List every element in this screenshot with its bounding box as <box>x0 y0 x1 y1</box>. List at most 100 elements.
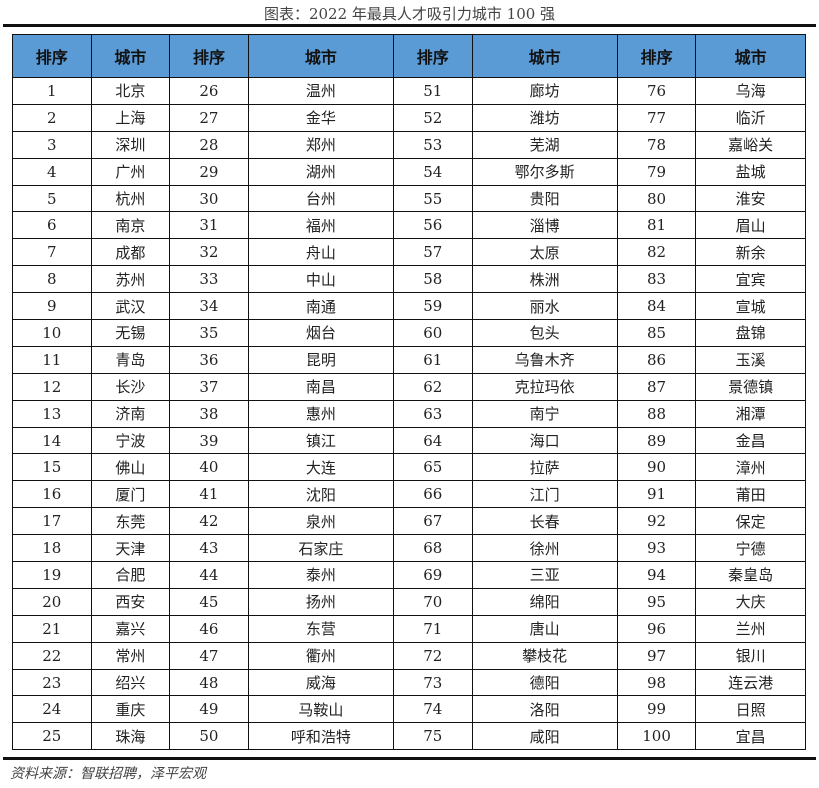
rank-cell: 87 <box>616 372 697 401</box>
rank-cell: 26 <box>169 77 249 105</box>
rank-cell: 58 <box>392 265 473 294</box>
rank-cell: 14 <box>12 426 92 455</box>
city-cell: 金昌 <box>695 426 806 455</box>
table-row: 18 天津 43 石家庄 68 徐州 93 宁德 <box>12 534 806 563</box>
table-title: 图表：2022 年最具人才吸引力城市 100 强 <box>263 5 556 23</box>
rank-cell: 89 <box>616 426 697 455</box>
rank-cell: 63 <box>392 399 473 428</box>
rank-cell: 61 <box>392 345 473 374</box>
rank-cell: 93 <box>616 534 697 563</box>
table-row: 7 成都 32 舟山 57 太原 82 新余 <box>12 238 806 267</box>
city-cell: 常州 <box>90 641 171 670</box>
rank-cell: 9 <box>12 292 92 321</box>
city-cell: 杭州 <box>90 184 171 213</box>
city-cell: 郑州 <box>247 130 394 159</box>
rank-cell: 54 <box>392 157 473 186</box>
city-cell: 洛阳 <box>471 695 618 724</box>
rank-cell: 76 <box>616 77 697 105</box>
city-cell: 昆明 <box>247 345 394 374</box>
city-cell: 丽水 <box>471 292 618 321</box>
rank-cell: 21 <box>12 614 92 643</box>
rank-cell: 53 <box>392 130 473 159</box>
rank-cell: 4 <box>12 157 92 186</box>
city-cell: 成都 <box>90 238 171 267</box>
city-cell: 福州 <box>247 211 394 240</box>
rank-cell: 33 <box>169 265 249 294</box>
city-cell: 威海 <box>247 668 394 697</box>
city-cell: 台州 <box>247 184 394 213</box>
rank-cell: 98 <box>616 668 697 697</box>
city-cell: 贵阳 <box>471 184 618 213</box>
city-cell: 青岛 <box>90 345 171 374</box>
rank-cell: 81 <box>616 211 697 240</box>
city-cell: 长春 <box>471 507 618 536</box>
rank-cell: 49 <box>169 695 249 724</box>
rank-cell: 45 <box>169 587 249 616</box>
city-cell: 兰州 <box>695 614 806 643</box>
city-cell: 嘉峪关 <box>695 130 806 159</box>
city-cell: 石家庄 <box>247 534 394 563</box>
rank-cell: 39 <box>169 426 249 455</box>
table-row: 10 无锡 35 烟台 60 包头 85 盘锦 <box>12 319 806 347</box>
rank-cell: 28 <box>169 130 249 159</box>
city-cell: 绵阳 <box>471 587 618 616</box>
rank-cell: 13 <box>12 399 92 428</box>
rank-cell: 36 <box>169 345 249 374</box>
city-cell: 惠州 <box>247 399 394 428</box>
city-cell: 乌鲁木齐 <box>471 345 618 374</box>
city-cell: 金华 <box>247 103 394 132</box>
rank-cell: 18 <box>12 534 92 563</box>
city-cell: 宜宾 <box>695 265 806 294</box>
city-cell: 潍坊 <box>471 103 618 132</box>
city-cell: 太原 <box>471 238 618 267</box>
table-row: 19 合肥 44 泰州 69 三亚 94 秦皇岛 <box>12 561 806 589</box>
table-row: 12 长沙 37 南昌 62 克拉玛依 87 景德镇 <box>12 372 806 401</box>
rank-cell: 37 <box>169 372 249 401</box>
city-cell: 眉山 <box>695 211 806 240</box>
rank-cell: 74 <box>392 695 473 724</box>
city-cell: 珠海 <box>90 722 171 751</box>
table-row: 11 青岛 36 昆明 61 乌鲁木齐 86 玉溪 <box>12 345 806 374</box>
table-row: 13 济南 38 惠州 63 南宁 88 湘潭 <box>12 399 806 428</box>
rank-cell: 64 <box>392 426 473 455</box>
city-cell: 包头 <box>471 319 618 347</box>
header-row: 排序 城市 排序 城市 排序 城市 排序 城市 <box>12 34 806 78</box>
city-cell: 佛山 <box>90 453 171 482</box>
rank-cell: 97 <box>616 641 697 670</box>
city-cell: 景德镇 <box>695 372 806 401</box>
city-cell: 济南 <box>90 399 171 428</box>
rank-cell: 91 <box>616 480 697 509</box>
rank-cell: 50 <box>169 722 249 751</box>
rank-cell: 70 <box>392 587 473 616</box>
city-cell: 重庆 <box>90 695 171 724</box>
rank-cell: 24 <box>12 695 92 724</box>
rank-cell: 16 <box>12 480 92 509</box>
city-cell: 南京 <box>90 211 171 240</box>
rank-cell: 59 <box>392 292 473 321</box>
city-cell: 南通 <box>247 292 394 321</box>
table-row: 5 杭州 30 台州 55 贵阳 80 淮安 <box>12 184 806 213</box>
rank-cell: 19 <box>12 561 92 589</box>
rank-cell: 78 <box>616 130 697 159</box>
rank-cell: 99 <box>616 695 697 724</box>
rank-cell: 46 <box>169 614 249 643</box>
city-cell: 北京 <box>90 77 171 105</box>
city-cell: 西安 <box>90 587 171 616</box>
rank-cell: 15 <box>12 453 92 482</box>
rank-cell: 41 <box>169 480 249 509</box>
rank-cell: 44 <box>169 561 249 589</box>
table-row: 22 常州 47 衢州 72 攀枝花 97 银川 <box>12 641 806 670</box>
city-cell: 舟山 <box>247 238 394 267</box>
city-cell: 银川 <box>695 641 806 670</box>
rank-cell: 82 <box>616 238 697 267</box>
city-cell: 湘潭 <box>695 399 806 428</box>
rank-cell: 11 <box>12 345 92 374</box>
city-cell: 马鞍山 <box>247 695 394 724</box>
city-cell: 湖州 <box>247 157 394 186</box>
city-cell: 南宁 <box>471 399 618 428</box>
header-rank: 排序 <box>392 34 473 78</box>
rank-cell: 62 <box>392 372 473 401</box>
table-row: 8 苏州 33 中山 58 株洲 83 宜宾 <box>12 265 806 294</box>
city-cell: 乌海 <box>695 77 806 105</box>
rank-cell: 51 <box>392 77 473 105</box>
